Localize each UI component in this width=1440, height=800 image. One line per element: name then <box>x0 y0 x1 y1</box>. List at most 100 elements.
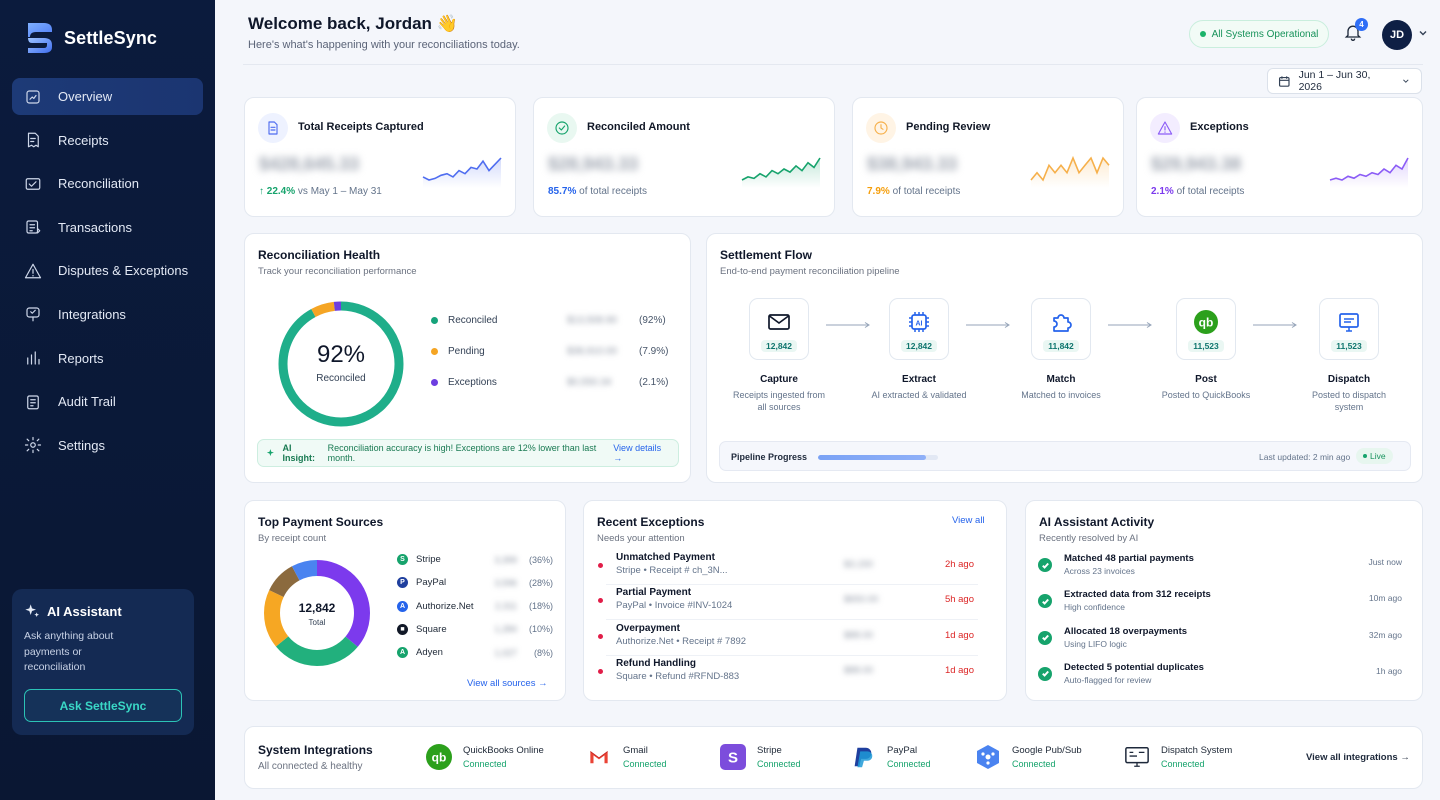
pipeline-fill <box>818 455 926 460</box>
check-circle-icon <box>1038 558 1052 572</box>
source-name: Authorize.Net <box>416 600 474 612</box>
exception-amount: $88.00 <box>844 664 874 676</box>
sidebar-item-transactions[interactable]: Transactions <box>12 209 203 246</box>
sidebar-item-reconciliation[interactable]: Reconciliation <box>12 165 203 202</box>
exception-amount: $88.00 <box>844 629 874 641</box>
last-updated-text: Last updated: 2 min ago <box>1259 452 1351 462</box>
exception-meta: Stripe • Receipt # ch_3N... <box>616 565 728 576</box>
brand[interactable]: SettleSync <box>24 19 157 57</box>
payment-source-item: A Authorize.Net 2,311 (18%) <box>397 600 553 612</box>
flow-step-match[interactable]: 11,842 <box>1031 298 1091 360</box>
integration-item[interactable]: qb QuickBooks Online Connected <box>425 740 544 774</box>
sidebar-item-reports[interactable]: Reports <box>12 340 203 377</box>
kpi-change: 7.9% <box>867 186 890 197</box>
svg-text:qb: qb <box>432 751 447 765</box>
avatar[interactable]: JD <box>1382 20 1412 50</box>
ai-assistant-desc: Ask anything about payments or reconcili… <box>24 630 114 673</box>
ai-assistant-title: AI Assistant <box>24 603 182 619</box>
date-range-picker[interactable]: Jun 1 – Jun 30, 2026 <box>1267 68 1422 94</box>
kpi-sparkline <box>422 157 502 188</box>
exception-row[interactable]: Overpayment Authorize.Net • Receipt # 78… <box>596 622 988 656</box>
kpi-card[interactable]: Pending Review $38,943.33 7.9% of total … <box>852 97 1124 217</box>
monitor-icon <box>1339 313 1359 332</box>
kpi-card[interactable]: Reconciled Amount $28,943.33 85.7% of to… <box>533 97 835 217</box>
alert-triangle-icon <box>1157 121 1173 135</box>
flow-step-extract[interactable]: AI 12,842 <box>889 298 949 360</box>
system-status-badge[interactable]: All Systems Operational <box>1189 20 1329 48</box>
source-pct: (28%) <box>528 577 553 588</box>
row-divider <box>606 654 978 656</box>
kpi-comparison: of total receipts <box>1173 186 1245 197</box>
integration-name: PayPal <box>887 745 918 756</box>
integration-item[interactable]: PayPal Connected <box>849 740 931 774</box>
view-all-integrations-link[interactable]: View all integrations → <box>1306 752 1410 763</box>
view-all-exceptions-link[interactable]: View all <box>952 515 985 526</box>
integration-status: Connected <box>1012 759 1056 769</box>
exception-row[interactable]: Unmatched Payment Stripe • Receipt # ch_… <box>596 551 988 585</box>
exception-row[interactable]: Refund Handling Square • Refund #RFND-88… <box>596 657 988 691</box>
exception-meta: PayPal • Invoice #INV-1024 <box>616 600 733 612</box>
legend-dot <box>431 379 438 386</box>
ai-activity-title: Allocated 18 overpayments <box>1064 625 1188 637</box>
sidebar-item-label: Reconciliation <box>58 176 139 192</box>
settlesync-logo-icon <box>28 23 52 53</box>
ai-activity-meta: High confidence <box>1064 602 1125 613</box>
exception-dot-icon <box>598 598 603 604</box>
kpi-icon-wrap <box>258 113 288 143</box>
integration-name: Stripe <box>757 745 782 756</box>
sidebar-item-disputes[interactable]: Disputes & Exceptions <box>12 252 203 289</box>
check-circle-icon <box>555 121 569 135</box>
integration-item[interactable]: Dispatch System Connected <box>1123 740 1232 774</box>
sidebar-item-overview[interactable]: Overview <box>12 78 203 115</box>
source-value: 1,027 <box>494 647 517 658</box>
sidebar-item-label: Receipts <box>58 132 109 148</box>
sidebar-item-settings[interactable]: Settings <box>12 427 203 464</box>
svg-text:S: S <box>728 750 738 767</box>
quickbooks-icon: qb <box>425 743 453 771</box>
kpi-title: Reconciled Amount <box>587 121 690 133</box>
flow-step-post[interactable]: qb 11,523 <box>1176 298 1236 360</box>
pubsub-icon <box>974 743 1002 771</box>
row-divider <box>606 584 978 585</box>
system-integrations-card: System Integrations All connected & heal… <box>244 726 1423 789</box>
exception-time: 2h ago <box>944 559 974 570</box>
integration-item[interactable]: S Stripe Connected <box>719 740 801 774</box>
donut-center-label: Reconciled <box>316 373 365 384</box>
square-icon: ■ <box>397 623 408 635</box>
sparkline-area <box>742 158 820 188</box>
receipt-icon <box>24 131 42 149</box>
check-circle-icon <box>1038 594 1052 609</box>
section-title: Top Payment Sources <box>258 515 384 529</box>
svg-text:qb: qb <box>1199 316 1214 330</box>
flow-step-desc: AI extracted & validated <box>871 390 967 400</box>
flow-step-desc: Posted to QuickBooks <box>1161 390 1251 400</box>
quickbooks-icon: qb <box>1194 310 1218 334</box>
exception-row[interactable]: Partial Payment PayPal • Invoice #INV-10… <box>596 586 988 621</box>
check-circle-icon <box>1038 666 1052 681</box>
integration-item[interactable]: Gmail Connected <box>585 740 667 774</box>
ai-activity-time: Just now <box>1368 557 1402 567</box>
ask-settlesync-button[interactable]: Ask SettleSync <box>24 689 182 722</box>
sidebar-item-label: Audit Trail <box>58 394 116 410</box>
kpi-card[interactable]: Exceptions $29,943.38 2.1% of total rece… <box>1136 97 1423 217</box>
kpi-card[interactable]: Total Receipts Captured $428,645.33 ↑ 22… <box>244 97 516 217</box>
donut-segment-paypal <box>264 560 370 666</box>
kpi-change: 2.1% <box>1151 186 1174 197</box>
sidebar-item-integrations[interactable]: Integrations <box>12 296 203 333</box>
legend-item: Exceptions <box>431 377 497 388</box>
sidebar-item-audit-trail[interactable]: Audit Trail <box>12 383 203 420</box>
flow-step-capture[interactable]: 12,842 <box>749 298 809 360</box>
kpi-sparkline <box>741 157 821 188</box>
view-details-link[interactable]: View details → <box>613 443 662 463</box>
sidebar-item-receipts[interactable]: Receipts <box>12 122 203 159</box>
chevron-down-icon[interactable] <box>1418 28 1428 38</box>
check-circle-icon <box>1038 630 1052 645</box>
integration-item[interactable]: Google Pub/Sub Connected <box>974 740 1082 774</box>
view-all-sources-link[interactable]: View all sources → <box>467 678 548 689</box>
arrow-right-icon <box>966 322 1010 328</box>
pipeline-progress-bar: Pipeline Progress Last updated: 2 min ag… <box>719 441 1411 471</box>
notifications-button[interactable]: 4 <box>1343 18 1368 46</box>
row-divider <box>606 619 978 621</box>
live-badge: Live <box>1356 448 1393 464</box>
flow-step-dispatch[interactable]: 11,523 <box>1319 298 1379 360</box>
